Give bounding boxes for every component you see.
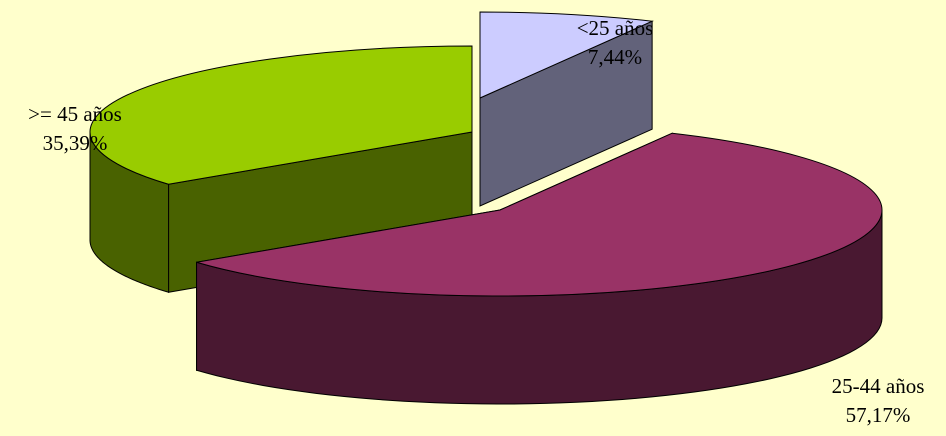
data-label-under-25: <25 años 7,44% [550,14,680,72]
slice-45-plus-top [89,45,473,185]
slice-25-44 [196,132,883,405]
label-45-plus-name: >= 45 años [28,102,122,126]
slice-under-25-top [479,11,655,99]
slice-45-plus [89,45,473,293]
slice-under-25 [479,11,655,207]
data-label-45-plus: >= 45 años 35,39% [0,100,150,158]
label-under-25-name: <25 años [576,16,654,40]
data-label-25-44: 25-44 años 57,17% [810,372,946,430]
label-25-44-name: 25-44 años [831,374,925,398]
label-under-25-value: 7,44% [587,45,643,69]
label-45-plus-value: 35,39% [42,131,108,155]
label-25-44-value: 57,17% [845,403,911,427]
slice-25-44-top [196,132,883,297]
